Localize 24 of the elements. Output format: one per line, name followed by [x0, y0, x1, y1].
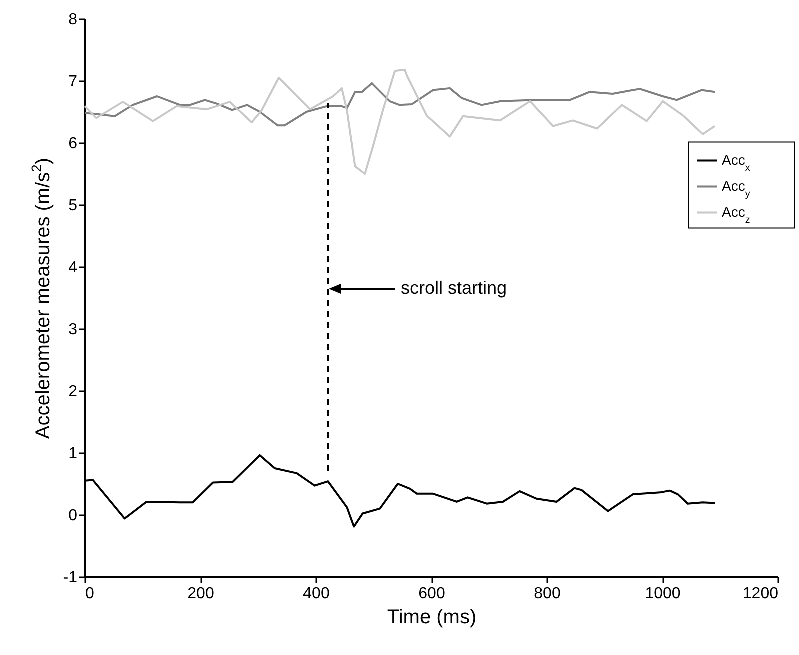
- y-tick-label: 6: [68, 136, 78, 152]
- x-axis-title: Time (ms): [387, 606, 477, 628]
- y-tick-label: 3: [68, 322, 78, 338]
- y-tick-label: 2: [68, 384, 78, 400]
- y-tick-label: 5: [68, 198, 78, 214]
- y-tick-label: 8: [68, 12, 78, 28]
- x-tick-label: 400: [303, 586, 330, 602]
- y-tick-label: 7: [68, 74, 78, 90]
- legend-label: Acc$_{x}$: [722, 152, 750, 174]
- y-tick-label: 1: [68, 446, 78, 462]
- y-tick-label: -1: [63, 570, 78, 586]
- x-tick-label: 600: [418, 586, 446, 602]
- line-series: [84, 82, 716, 127]
- x-tick-label: 0: [86, 586, 94, 602]
- legend-label: Acc$_{y}$: [722, 178, 750, 200]
- legend-label: Acc$_{z}$: [722, 204, 750, 226]
- x-tick-label: 200: [188, 586, 214, 602]
- y-tick-label: 4: [68, 260, 78, 276]
- x-tick-label: 800: [534, 586, 561, 602]
- y-tick-label: 0: [68, 508, 78, 524]
- line-series: [84, 68, 716, 175]
- x-tick-label: 1200: [742, 586, 779, 602]
- x-tick-label: 1000: [645, 586, 681, 602]
- annotation: scroll starting: [401, 278, 508, 298]
